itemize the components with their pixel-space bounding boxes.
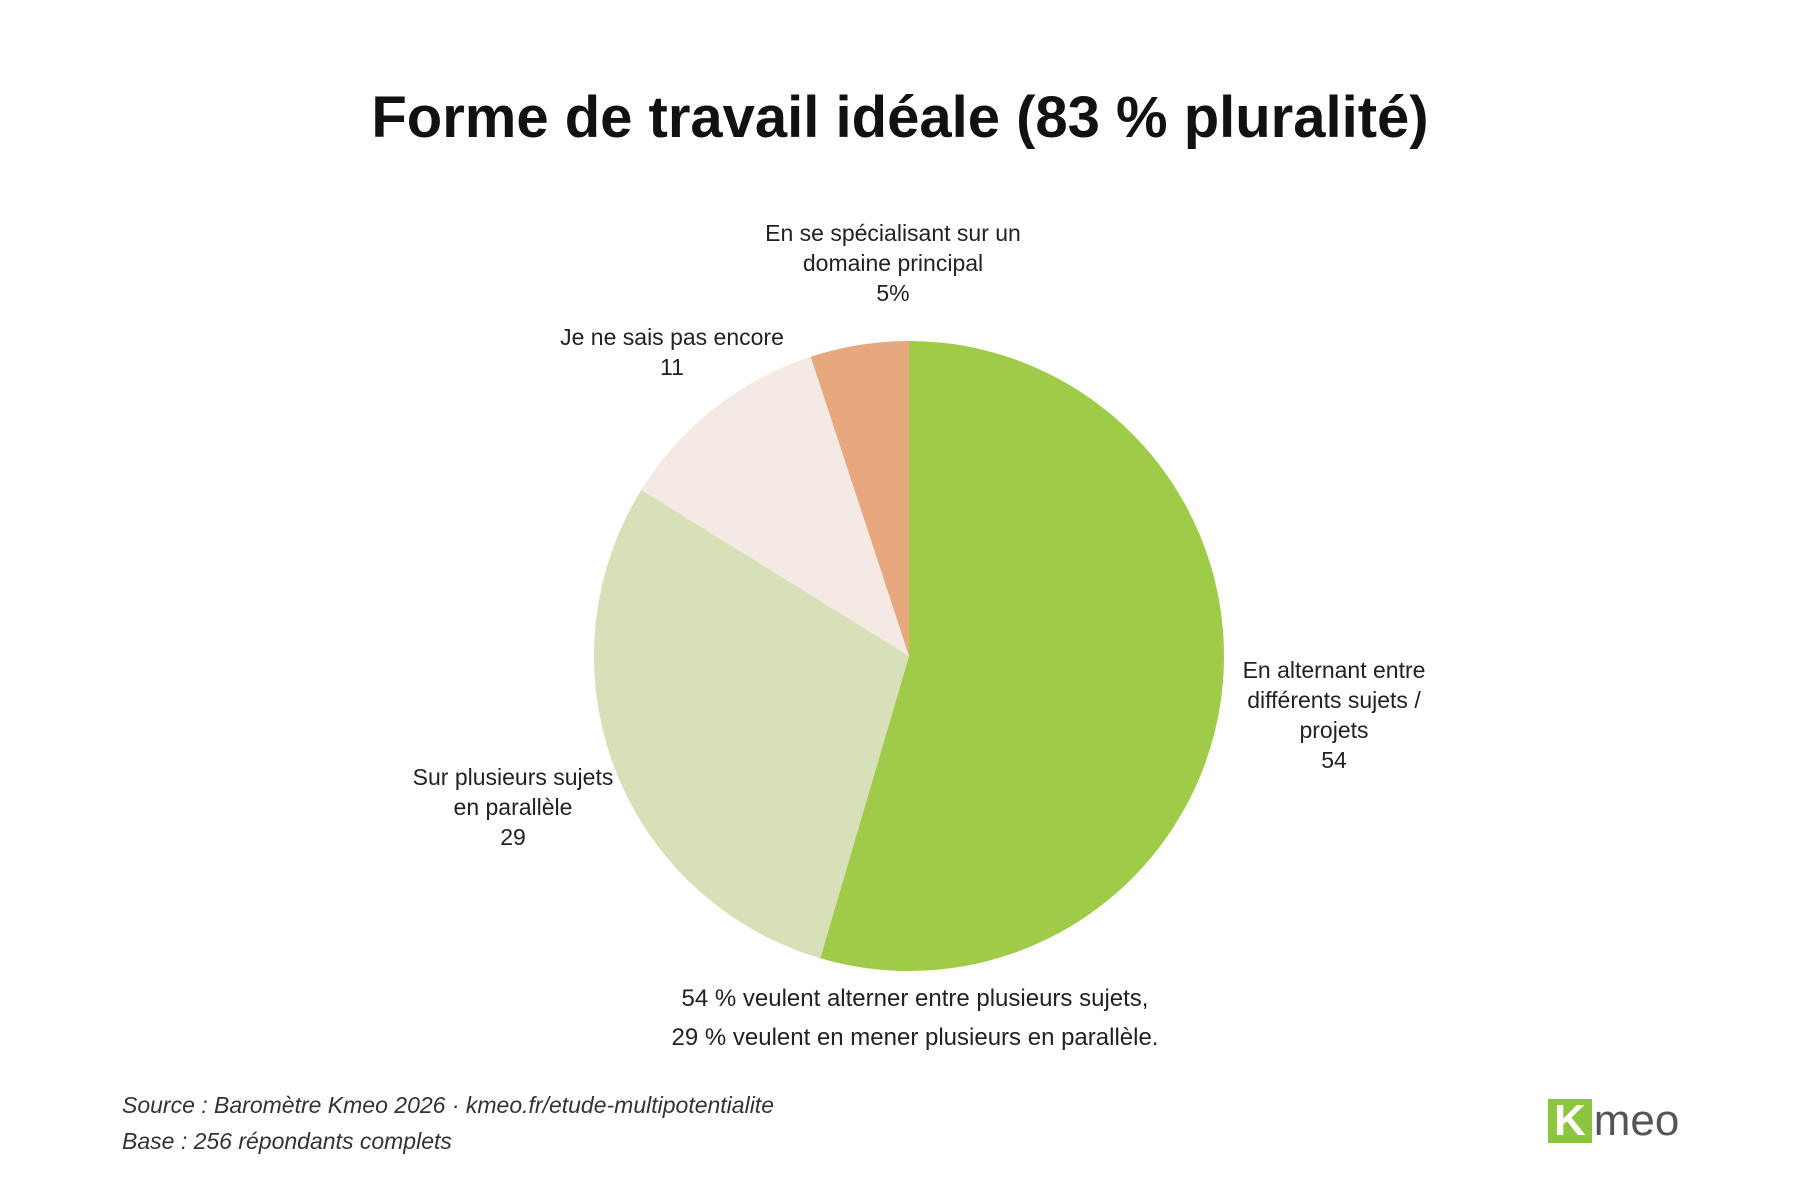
category-label: Sur plusieurs sujets en parallèle — [412, 764, 614, 820]
value-label: 54 — [1321, 747, 1347, 773]
annotation: 29 % veulent en mener plusieurs en paral… — [671, 1024, 1159, 1051]
slice-label: En alternant entre différents sujets / p… — [1227, 655, 1442, 775]
source: Source : Baromètre Kmeo 2026 · kmeo.fr/e… — [122, 1092, 774, 1118]
pie-slice — [594, 489, 909, 959]
source: Base : 256 répondants complets — [122, 1128, 452, 1154]
chart-title: Forme de travail idéale (83 % pluralité) — [371, 85, 1429, 150]
pie-slice — [810, 341, 909, 656]
pie-slice — [641, 356, 909, 656]
pie-slice — [820, 341, 1225, 971]
logo: K meo — [1548, 1096, 1679, 1146]
logo-mark: K — [1548, 1099, 1592, 1143]
slice-label: En se spécialisant sur un domaine princi… — [743, 218, 1043, 308]
annotation: 54 % veulent alterner entre plusieurs su… — [681, 985, 1149, 1012]
value-label: 5% — [876, 280, 910, 306]
value-label: 11 — [660, 354, 684, 380]
slice-label: Sur plusieurs sujets en parallèle 29 — [411, 762, 616, 852]
value-label: 29 — [500, 824, 526, 850]
category-label: En se spécialisant sur un domaine princi… — [765, 220, 1021, 276]
category-label: Je ne sais pas encore — [560, 324, 784, 350]
slice-label: Je ne sais pas encore 11 — [532, 322, 812, 382]
category-label: En alternant entre différents sujets / p… — [1242, 657, 1426, 743]
logo-text: meo — [1593, 1096, 1680, 1145]
